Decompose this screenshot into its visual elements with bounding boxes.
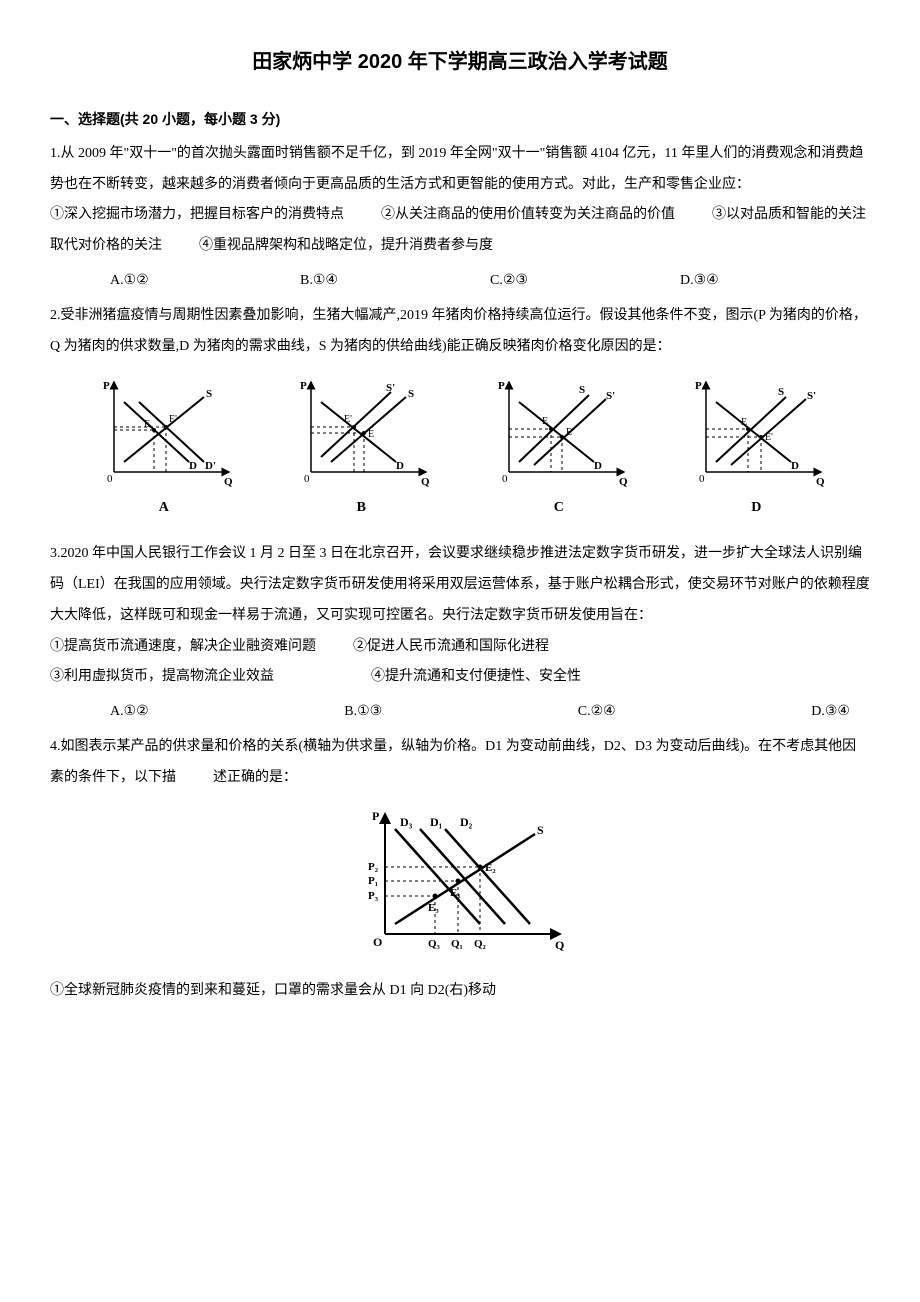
q2-chart-C: P Q 0 S S' D E E' C bbox=[484, 377, 634, 524]
svg-text:D: D bbox=[594, 460, 602, 472]
q2-label-C: C bbox=[484, 493, 634, 524]
q1-stem: 1.从 2009 年"双十一"的首次抛头露面时销售额不足千亿，到 2019 年全… bbox=[50, 139, 870, 201]
svg-text:P: P bbox=[372, 809, 379, 823]
svg-text:D₃: D₃ bbox=[400, 815, 413, 829]
svg-text:P₂: P₂ bbox=[368, 861, 379, 873]
q2-charts: P Q 0 S D D' E E' bbox=[70, 377, 850, 524]
question-4: 4.如图表示某产品的供求量和价格的关系(横轴为供求量，纵轴为价格。D1 为变动前… bbox=[50, 732, 870, 1007]
q2-label-A: A bbox=[89, 493, 239, 524]
q4-stem: 4.如图表示某产品的供求量和价格的关系(横轴为供求量，纵轴为价格。D1 为变动前… bbox=[50, 732, 870, 794]
question-3: 3.2020 年中国人民银行工作会议 1 月 2 日至 3 日在北京召开，会议要… bbox=[50, 539, 870, 728]
svg-text:Q: Q bbox=[619, 476, 628, 487]
q1-optB: B.①④ bbox=[300, 266, 490, 297]
svg-text:Q: Q bbox=[421, 476, 430, 487]
q3-optA: A.①② bbox=[110, 697, 149, 728]
svg-text:D₂: D₂ bbox=[460, 815, 473, 829]
svg-text:E: E bbox=[741, 417, 747, 428]
q1-options: A.①② B.①④ C.②③ D.③④ bbox=[50, 266, 870, 297]
svg-text:E': E' bbox=[169, 414, 177, 425]
svg-text:E: E bbox=[542, 416, 548, 427]
svg-text:P: P bbox=[300, 380, 307, 392]
svg-text:D: D bbox=[791, 460, 799, 472]
svg-text:Q₁: Q₁ bbox=[451, 938, 463, 950]
svg-text:E₁: E₁ bbox=[450, 887, 461, 899]
svg-text:Q: Q bbox=[816, 476, 825, 487]
svg-text:S': S' bbox=[807, 390, 816, 402]
q1-p4: ④重视品牌架构和战略定位，提升消费者参与度 bbox=[199, 238, 493, 253]
q2-stem: 2.受非洲猪瘟疫情与周期性因素叠加影响，生猪大幅减产,2019 年猪肉价格持续高… bbox=[50, 301, 870, 363]
svg-text:S: S bbox=[537, 823, 544, 837]
section-header: 一、选择题(共 20 小题，每小题 3 分) bbox=[50, 104, 870, 135]
svg-text:Q: Q bbox=[224, 476, 233, 487]
svg-text:S: S bbox=[206, 388, 212, 400]
svg-text:Q: Q bbox=[555, 938, 564, 952]
svg-text:0: 0 bbox=[304, 473, 310, 485]
svg-text:P: P bbox=[103, 380, 110, 392]
q4-p1: ①全球新冠肺炎疫情的到来和蔓延，口罩的需求量会从 D1 向 D2(右)移动 bbox=[50, 976, 870, 1007]
svg-text:Q₂: Q₂ bbox=[474, 938, 487, 950]
q2-chart-A: P Q 0 S D D' E E' bbox=[89, 377, 239, 524]
q1-props: ①深入挖掘市场潜力，把握目标客户的消费特点 ②从关注商品的使用价值转变为关注商品… bbox=[50, 200, 870, 262]
svg-text:P: P bbox=[498, 380, 505, 392]
svg-text:0: 0 bbox=[502, 473, 508, 485]
svg-text:D': D' bbox=[205, 460, 216, 472]
q2-chart-B: P Q 0 S S' D E E' bbox=[286, 377, 436, 524]
q1-optC: C.②③ bbox=[490, 266, 680, 297]
page-title: 田家炳中学 2020 年下学期高三政治入学考试题 bbox=[50, 40, 870, 84]
svg-text:D: D bbox=[189, 460, 197, 472]
q3-options: A.①② B.①③ C.②④ D.③④ bbox=[50, 697, 870, 728]
svg-text:D₁: D₁ bbox=[430, 815, 443, 829]
q2-chart-D: P Q 0 S S' D E E' D bbox=[681, 377, 831, 524]
svg-text:S: S bbox=[579, 384, 585, 396]
svg-text:E': E' bbox=[566, 427, 574, 438]
svg-text:E: E bbox=[144, 419, 150, 430]
svg-text:E: E bbox=[368, 429, 374, 440]
q3-stem: 3.2020 年中国人民银行工作会议 1 月 2 日至 3 日在北京召开，会议要… bbox=[50, 539, 870, 631]
q1-p2: ②从关注商品的使用价值转变为关注商品的价值 bbox=[381, 207, 675, 222]
svg-text:S: S bbox=[408, 388, 414, 400]
svg-text:E₃: E₃ bbox=[428, 902, 439, 914]
q3-p12: ①提高货币流通速度，解决企业融资难问题 ②促进人民币流通和国际化进程 bbox=[50, 632, 870, 663]
svg-text:D: D bbox=[396, 460, 404, 472]
svg-text:E₂: E₂ bbox=[485, 862, 496, 874]
q1-p1: ①深入挖掘市场潜力，把握目标客户的消费特点 bbox=[50, 207, 344, 222]
svg-text:Q₃: Q₃ bbox=[428, 938, 441, 950]
svg-text:0: 0 bbox=[699, 473, 705, 485]
q1-optD: D.③④ bbox=[680, 266, 870, 297]
q2-label-B: B bbox=[286, 493, 436, 524]
q2-label-D: D bbox=[681, 493, 831, 524]
svg-text:P: P bbox=[695, 380, 702, 392]
svg-text:P₁: P₁ bbox=[368, 875, 378, 887]
svg-text:S: S bbox=[778, 386, 784, 398]
q1-optA: A.①② bbox=[110, 266, 300, 297]
svg-text:E': E' bbox=[765, 432, 773, 443]
svg-text:0: 0 bbox=[107, 473, 113, 485]
q3-optC: C.②④ bbox=[578, 697, 616, 728]
q3-p34: ③利用虚拟货币，提高物流企业效益 ④提升流通和支付便捷性、安全性 bbox=[50, 662, 870, 693]
svg-text:S': S' bbox=[386, 382, 395, 394]
question-1: 1.从 2009 年"双十一"的首次抛头露面时销售额不足千亿，到 2019 年全… bbox=[50, 139, 870, 297]
question-2: 2.受非洲猪瘟疫情与周期性因素叠加影响，生猪大幅减产,2019 年猪肉价格持续高… bbox=[50, 301, 870, 524]
q3-optB: B.①③ bbox=[344, 697, 382, 728]
svg-text:E': E' bbox=[344, 414, 352, 425]
q4-chart: P Q O S D₃ D₁ D₂ E₃ E₁ E₂ bbox=[50, 804, 870, 967]
svg-text:P₃: P₃ bbox=[368, 890, 379, 902]
svg-text:O: O bbox=[373, 935, 382, 949]
svg-text:S': S' bbox=[606, 390, 615, 402]
q3-optD: D.③④ bbox=[811, 697, 850, 728]
